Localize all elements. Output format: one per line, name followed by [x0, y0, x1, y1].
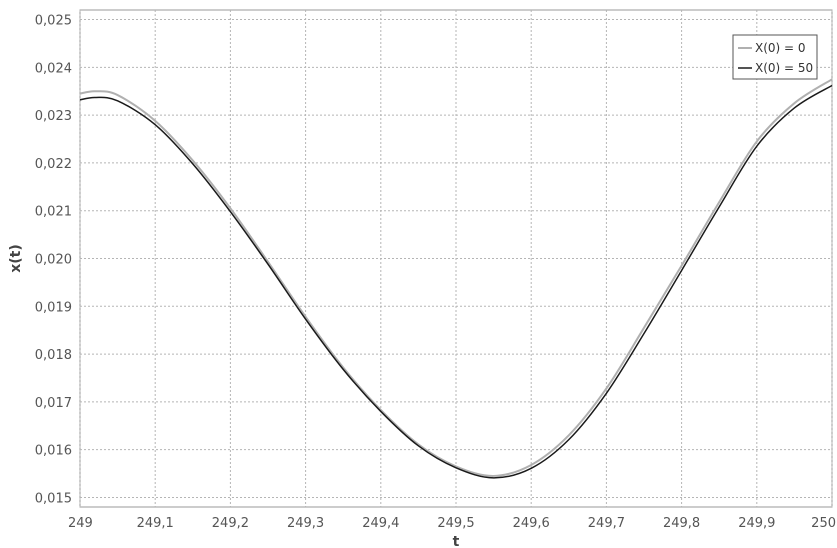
y-tick-label: 0,019	[35, 300, 72, 315]
series-line-2	[79, 84, 833, 479]
x-tick-label: 250	[811, 516, 836, 531]
legend-label: X(0) = 0	[755, 41, 806, 55]
y-tick-label: 0,016	[35, 444, 72, 459]
x-tick-label: 249,1	[137, 516, 174, 531]
y-tick-label: 0,023	[35, 109, 72, 124]
grid-lines	[79, 10, 833, 507]
y-tick-label: 0,025	[35, 14, 72, 29]
x-tick-label: 249	[68, 516, 93, 531]
x-tick-label: 249,5	[437, 516, 474, 531]
x-tick-label: 249,6	[513, 516, 550, 531]
legend-label: X(0) = 50	[755, 61, 813, 75]
x-tick-label: 249,7	[588, 516, 625, 531]
legend-box	[732, 34, 818, 80]
y-tick-label: 0,018	[35, 348, 72, 363]
x-axis-title: t	[453, 534, 460, 548]
y-tick-label: 0,015	[35, 491, 72, 506]
series-lines	[79, 78, 833, 479]
y-tick-label: 0,020	[35, 253, 72, 268]
x-tick-label: 249,8	[663, 516, 700, 531]
y-tick-label: 0,017	[35, 396, 72, 411]
series-line-1	[79, 78, 833, 477]
y-tick-label: 0,024	[35, 61, 72, 76]
y-axis-title: x(t)	[8, 244, 24, 273]
x-tick-label: 249,3	[287, 516, 324, 531]
x-tick-label: 249,2	[212, 516, 249, 531]
tick-labels: 249 249,1 249,2 249,3 249,4 249,5 249,6 249,7 24…	[35, 14, 836, 531]
x-tick-label: 249,9	[738, 516, 775, 531]
y-tick-label: 0,021	[35, 205, 72, 220]
x-tick-label: 249,4	[362, 516, 399, 531]
legend: X(0) = 0 X(0) = 50	[732, 34, 818, 80]
y-tick-label: 0,022	[35, 157, 72, 172]
